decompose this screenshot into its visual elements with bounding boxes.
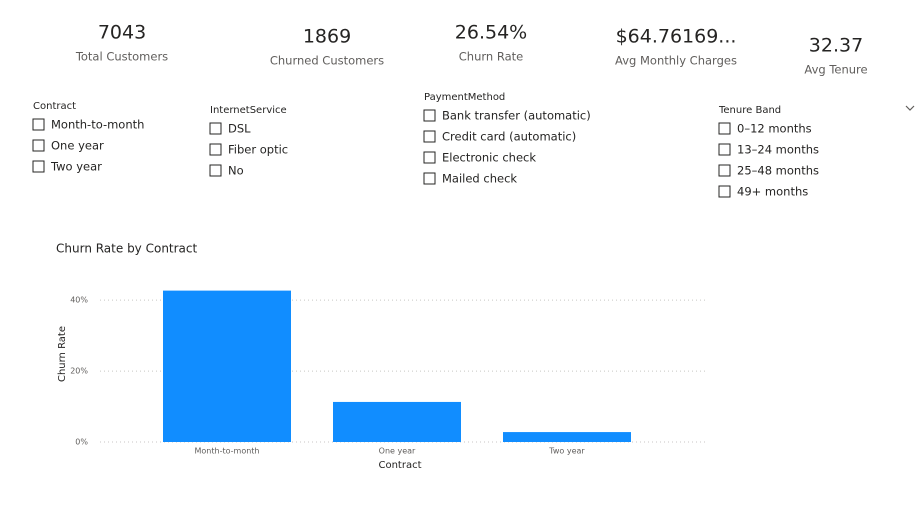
kpi-value: 1869 bbox=[303, 26, 351, 48]
kpi-label: Churned Customers bbox=[270, 54, 384, 68]
slicer-item[interactable]: 25–48 months bbox=[737, 164, 819, 178]
checkbox[interactable] bbox=[423, 130, 436, 143]
slicer-item[interactable]: Month-to-month bbox=[51, 118, 144, 132]
checkbox[interactable] bbox=[32, 160, 45, 173]
slicer-item[interactable]: 49+ months bbox=[737, 185, 808, 199]
y-tick-label: 40% bbox=[70, 296, 88, 305]
kpi-value: 7043 bbox=[98, 22, 146, 44]
y-tick-label: 20% bbox=[70, 367, 88, 376]
bar bbox=[333, 401, 461, 442]
checkbox[interactable] bbox=[423, 151, 436, 164]
x-tick-label: Two year bbox=[548, 447, 585, 456]
kpi-label: Avg Monthly Charges bbox=[615, 54, 737, 68]
y-tick-label: 0% bbox=[75, 438, 88, 447]
slicer-item[interactable]: Credit card (automatic) bbox=[442, 130, 576, 144]
slicer-item[interactable]: One year bbox=[51, 139, 104, 153]
slicer-item[interactable]: Bank transfer (automatic) bbox=[442, 109, 591, 123]
slicer-item[interactable]: Fiber optic bbox=[228, 143, 288, 157]
slicer-item[interactable]: DSL bbox=[228, 122, 251, 136]
y-axis-title: Churn Rate bbox=[57, 326, 68, 382]
chevron[interactable] bbox=[905, 105, 915, 111]
checkbox[interactable] bbox=[423, 109, 436, 122]
bar bbox=[503, 432, 631, 442]
checkbox[interactable] bbox=[718, 143, 731, 156]
bar bbox=[163, 290, 291, 442]
kpi-value: $64.76169... bbox=[616, 26, 737, 48]
slicer-title: InternetService bbox=[210, 105, 287, 116]
slicer-item[interactable]: Electronic check bbox=[442, 151, 536, 165]
kpi-label: Churn Rate bbox=[459, 50, 523, 64]
kpi-label: Total Customers bbox=[75, 50, 168, 64]
x-axis-title: Contract bbox=[378, 460, 421, 471]
kpi-value: 32.37 bbox=[809, 35, 863, 57]
x-tick-label: One year bbox=[379, 447, 416, 456]
checkbox[interactable] bbox=[423, 172, 436, 185]
kpi-label: Avg Tenure bbox=[804, 63, 867, 77]
slicer-title: Tenure Band bbox=[718, 105, 781, 116]
chart-title: Churn Rate by Contract bbox=[56, 242, 198, 256]
slicer-item[interactable]: Mailed check bbox=[442, 172, 517, 186]
slicer-title: PaymentMethod bbox=[424, 92, 505, 103]
slicer-item[interactable]: 0–12 months bbox=[737, 122, 812, 136]
checkbox[interactable] bbox=[718, 164, 731, 177]
checkbox[interactable] bbox=[32, 139, 45, 152]
slicer-item[interactable]: Two year bbox=[50, 160, 102, 174]
checkbox[interactable] bbox=[209, 143, 222, 156]
checkbox[interactable] bbox=[209, 164, 222, 177]
x-tick-label: Month-to-month bbox=[195, 447, 260, 456]
checkbox[interactable] bbox=[718, 122, 731, 135]
kpi-value: 26.54% bbox=[455, 22, 527, 44]
slicer-item[interactable]: No bbox=[228, 164, 244, 178]
slicer-title: Contract bbox=[33, 101, 76, 112]
slicer-item[interactable]: 13–24 months bbox=[737, 143, 819, 157]
checkbox[interactable] bbox=[32, 118, 45, 131]
checkbox[interactable] bbox=[718, 185, 731, 198]
checkbox[interactable] bbox=[209, 122, 222, 135]
